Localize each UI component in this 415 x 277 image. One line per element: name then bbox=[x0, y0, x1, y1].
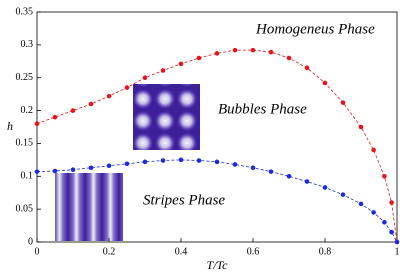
y-tick-label: 0.25 bbox=[16, 72, 34, 83]
data-point bbox=[178, 61, 184, 67]
y-tick-label: 0.15 bbox=[16, 138, 34, 149]
data-point bbox=[70, 108, 76, 113]
data-point bbox=[382, 219, 387, 225]
data-point bbox=[340, 192, 346, 197]
x-tick-label: 0.4 bbox=[175, 246, 188, 257]
data-point bbox=[358, 201, 364, 207]
data-point bbox=[382, 173, 387, 179]
data-point bbox=[268, 169, 274, 174]
data-point bbox=[160, 158, 166, 163]
data-point bbox=[88, 101, 94, 107]
data-point bbox=[232, 162, 238, 167]
x-tick-label: 0.8 bbox=[319, 246, 332, 257]
y-tick-label: 0 bbox=[28, 236, 33, 247]
data-point bbox=[250, 47, 256, 53]
data-point bbox=[178, 157, 184, 163]
data-point bbox=[394, 239, 400, 245]
plot-frame bbox=[36, 11, 398, 243]
data-point bbox=[52, 168, 58, 174]
y-tick-label: 0.2 bbox=[21, 105, 34, 116]
data-point bbox=[196, 55, 202, 61]
data-point bbox=[268, 49, 274, 55]
data-point bbox=[358, 124, 364, 130]
series-line bbox=[36, 159, 398, 243]
data-point bbox=[286, 173, 292, 179]
data-point bbox=[124, 161, 130, 167]
y-axis-label: h bbox=[7, 119, 13, 133]
x-tick-label: 0.2 bbox=[103, 246, 116, 257]
data-point bbox=[106, 93, 112, 99]
data-point bbox=[232, 47, 238, 53]
data-point bbox=[304, 179, 310, 184]
data-point bbox=[214, 51, 220, 56]
x-tick-label: 0.6 bbox=[247, 246, 260, 257]
annotation: Stripes Phase bbox=[143, 192, 225, 208]
data-point bbox=[250, 165, 256, 171]
data-point bbox=[389, 200, 394, 205]
data-point bbox=[34, 169, 40, 174]
data-point bbox=[106, 163, 112, 169]
data-point bbox=[214, 159, 220, 165]
x-axis-label: T/Tc bbox=[207, 258, 229, 272]
data-point bbox=[340, 100, 346, 105]
data-point bbox=[88, 165, 94, 171]
data-point bbox=[160, 68, 166, 73]
bubbles-inset bbox=[133, 84, 200, 150]
data-point bbox=[322, 185, 328, 190]
y-tick-label: 0.35 bbox=[16, 6, 34, 17]
annotation: Homogeneus Phase bbox=[255, 21, 375, 37]
data-point bbox=[34, 121, 40, 127]
data-point bbox=[196, 158, 202, 163]
data-point bbox=[286, 55, 292, 61]
x-tick-label: 1 bbox=[395, 246, 400, 257]
annotation: Bubbles Phase bbox=[218, 101, 307, 117]
data-point bbox=[371, 147, 376, 153]
data-point bbox=[304, 65, 310, 71]
stripes-inset bbox=[55, 173, 123, 241]
data-point bbox=[70, 167, 76, 173]
y-tick-label: 0.3 bbox=[21, 39, 34, 50]
data-point bbox=[389, 229, 394, 235]
data-point bbox=[371, 210, 376, 215]
x-tick-label: 0 bbox=[35, 246, 40, 257]
data-point bbox=[142, 159, 148, 165]
y-tick-label: 0.1 bbox=[21, 171, 34, 182]
y-tick-label: 0.05 bbox=[16, 203, 34, 214]
data-point bbox=[124, 85, 130, 90]
data-point bbox=[52, 114, 58, 120]
data-point bbox=[142, 75, 148, 81]
data-point bbox=[322, 80, 328, 86]
